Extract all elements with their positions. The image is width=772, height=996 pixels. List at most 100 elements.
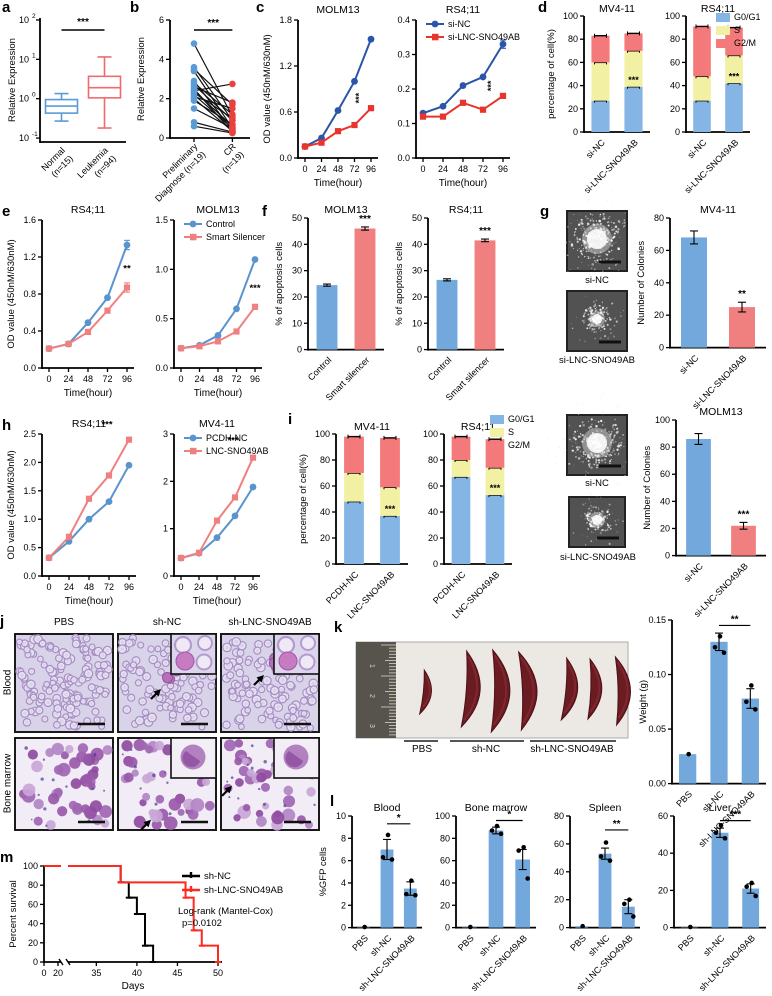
svg-text:Percent survival: Percent survival [8, 880, 19, 948]
svg-text:% of apoptosis cells: % of apoptosis cells [394, 242, 405, 326]
panel-e-rs411-line-chart: 0.0 0.4 0.8 1.2 1.6 0 24 48 72 96 RS4;11 Time(hour)… [4, 202, 144, 408]
panel-g-colony-image-sinc-mv411 [551, 187, 645, 290]
svg-text:40: 40 [320, 507, 330, 517]
svg-text:-1: -1 [32, 131, 38, 138]
svg-text:60: 60 [554, 839, 564, 849]
svg-text:si-NC: si-NC [584, 137, 607, 160]
svg-text:20: 20 [654, 310, 664, 320]
panel-label-i: i [288, 411, 293, 428]
svg-text:MOLM13: MOLM13 [316, 4, 359, 16]
svg-text:0: 0 [665, 551, 670, 561]
svg-text:6: 6 [341, 856, 346, 866]
svg-text:10: 10 [336, 811, 346, 821]
svg-text:1.5: 1.5 [23, 486, 36, 496]
panel-label-g: g [540, 203, 550, 220]
svg-text:RS4;11: RS4;11 [71, 204, 105, 216]
panel-label-h: h [2, 417, 12, 434]
svg-text:MV4-11: MV4-11 [700, 204, 736, 216]
bone-marrow-shnc [117, 737, 217, 831]
svg-text:0.0: 0.0 [23, 571, 36, 581]
svg-text:2: 2 [32, 13, 36, 20]
svg-text:***: *** [77, 17, 89, 28]
panel-h-rs411-line-chart: 0.0 0.5 1.0 1.5 2.0 2.5 0 24 48 72 96 RS4;11 Time(ho… [4, 416, 146, 616]
svg-text:RS4;11: RS4;11 [72, 418, 106, 430]
svg-text:80: 80 [660, 442, 670, 452]
svg-text:***: *** [249, 283, 260, 294]
k-group-label-shlnc: sh-LNC-SNO49AB [530, 744, 614, 755]
svg-text:40: 40 [554, 867, 564, 877]
svg-text:72: 72 [349, 164, 359, 174]
svg-text:0.0: 0.0 [279, 153, 292, 163]
svg-text:0.1: 0.1 [397, 119, 410, 129]
svg-text:30: 30 [292, 266, 302, 276]
svg-text:20: 20 [320, 533, 330, 543]
panel-label-k: k [334, 619, 343, 636]
svg-text:***: *** [359, 214, 371, 225]
svg-text:40: 40 [292, 239, 302, 249]
svg-text:0.10: 0.10 [648, 670, 666, 680]
svg-text:Time(hour): Time(hour) [439, 178, 488, 189]
legend-swatch-s [490, 427, 504, 437]
svg-text:2.0: 2.0 [23, 457, 36, 467]
svg-text:6: 6 [159, 15, 164, 25]
panel-f-rs411-bar-chart: 0 10 20 30 40 50 RS4;11 % of apoptosis cells Con… [392, 202, 510, 418]
svg-text:0.5: 0.5 [23, 543, 36, 553]
svg-text:100: 100 [435, 811, 450, 821]
svg-text:24: 24 [316, 164, 326, 174]
blood-smear-pbs [14, 633, 114, 733]
panel-c-rs411-line-chart: 0.0 0.1 0.2 0.3 0.4 0 24 48 72 96 RS4;11 Time(hour)… [388, 2, 520, 198]
legend-label-g0g1: G0/G1 [734, 12, 761, 22]
svg-text:60: 60 [568, 57, 578, 67]
svg-text:PBS: PBS [350, 933, 370, 953]
svg-text:2.5: 2.5 [23, 429, 36, 439]
svg-text:1.0: 1.0 [155, 264, 168, 274]
blood-smear-shlnc [220, 633, 320, 733]
svg-text:72: 72 [231, 374, 241, 384]
svg-text:24: 24 [63, 374, 73, 384]
svg-text:si-LNC-SNO49AB: si-LNC-SNO49AB [448, 32, 520, 42]
svg-text:1.6: 1.6 [23, 215, 36, 225]
svg-text:Log-rank (Mantel-Cox): Log-rank (Mantel-Cox) [178, 906, 273, 917]
svg-text:48: 48 [213, 374, 223, 384]
svg-text:40: 40 [670, 81, 680, 91]
panel-label-l: l [330, 793, 335, 810]
svg-text:50: 50 [213, 968, 223, 978]
svg-text:100: 100 [563, 11, 578, 21]
svg-text:0: 0 [659, 343, 664, 353]
j-row-label-bone-marrow: Bone marrow [2, 753, 14, 814]
svg-text:0: 0 [163, 571, 168, 581]
svg-text:40: 40 [654, 278, 664, 288]
panel-c-molm13-line-chart: 0.0 0.6 1.2 1.8 0 24 48 72 96 MOLM13 Time(hour) OD … [260, 2, 388, 198]
svg-text:Number of Colonies: Number of Colonies [636, 241, 647, 325]
panel-h-mv411-line-chart: 0 1 2 3 0 24 48 72 96 MV4-11 Time(hour) *** PCDH-NC L… [146, 416, 270, 616]
svg-text:sh-NC: sh-NC [204, 871, 231, 882]
svg-text:0: 0 [32, 92, 36, 99]
svg-text:4: 4 [159, 54, 164, 64]
svg-text:40: 40 [568, 81, 578, 91]
k-group-label-pbs: PBS [411, 744, 432, 755]
svg-text:4: 4 [341, 878, 346, 888]
panel-label-f: f [262, 203, 267, 220]
svg-text:*: * [397, 813, 401, 824]
svg-text:0: 0 [178, 582, 183, 592]
svg-text:24: 24 [194, 374, 204, 384]
colony-caption-sinc-bottom: si-NC [585, 478, 609, 489]
svg-text:Relative Expression: Relative Expression [7, 38, 18, 122]
panel-i-mv411-stacked-bar: 0 20 40 60 80 100 MV4-11 percentage of cell(%) P… [296, 420, 414, 634]
svg-text:***: *** [479, 226, 491, 237]
svg-text:Time(hour): Time(hour) [314, 178, 363, 189]
legend-label-s: S [734, 25, 741, 35]
svg-text:100: 100 [655, 415, 670, 425]
j-col-label-pbs: PBS [53, 617, 74, 628]
svg-text:30: 30 [412, 266, 422, 276]
svg-text:10: 10 [19, 15, 29, 25]
svg-text:0: 0 [663, 923, 668, 933]
svg-text:si-NC: si-NC [448, 19, 471, 29]
svg-text:20: 20 [28, 938, 38, 948]
svg-text:0.15: 0.15 [648, 615, 666, 625]
svg-text:MV4-11: MV4-11 [599, 3, 635, 15]
j-col-label-shnc: sh-NC [152, 617, 182, 628]
panel-label-c: c [256, 0, 265, 16]
blood-smear-shnc [117, 633, 217, 733]
